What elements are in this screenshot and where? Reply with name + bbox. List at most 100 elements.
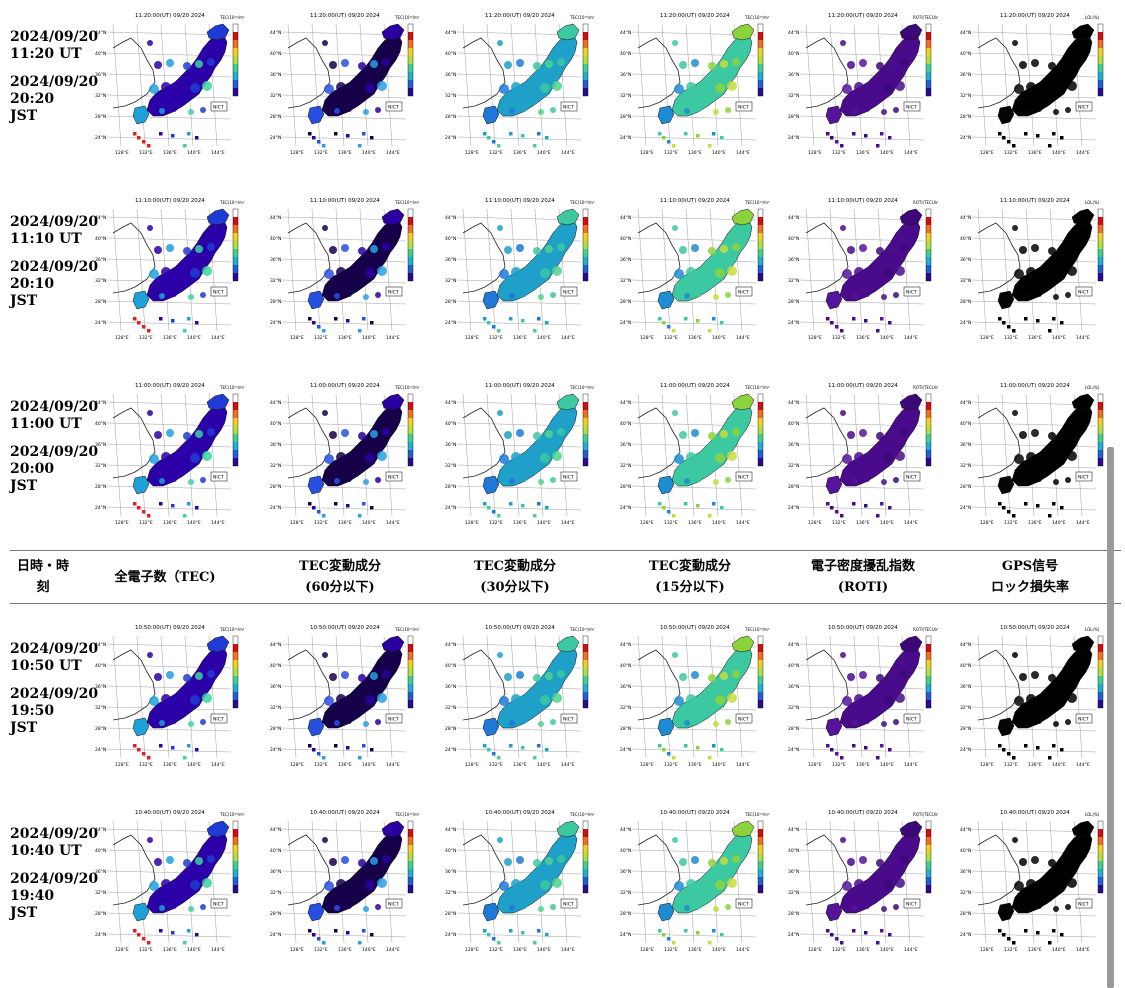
lat-label: 32°N xyxy=(960,705,971,711)
lat-label: 24°N xyxy=(960,747,971,753)
lat-label: 28°N xyxy=(445,911,456,917)
lat-label: 32°N xyxy=(788,278,799,284)
map-panel-d60: 11:20:00(UT) 09/20 2024 44°N 40°N 36°N 32°N 2… xyxy=(270,8,420,158)
lon-label: 132°E xyxy=(139,762,153,768)
lon-label: 132°E xyxy=(314,335,328,341)
lon-label: 140°E xyxy=(712,762,726,768)
header-datetime-line2: 刻 xyxy=(36,580,50,595)
lon-label: 128°E xyxy=(640,150,654,156)
map-panel-d60: 10:40:00(UT) 09/20 2024 44°N 40°N 36°N 32°N 2… xyxy=(270,805,420,955)
colorbar-title: LOL(%) xyxy=(1085,385,1100,390)
lat-label: 28°N xyxy=(620,484,631,490)
lat-label: 28°N xyxy=(788,114,799,120)
map-svg: 11:20:00(UT) 09/20 2024 44°N 40°N 36°N 32°N 2… xyxy=(445,13,595,156)
lon-label: 140°E xyxy=(712,335,726,341)
japan-coverage xyxy=(1011,403,1093,487)
header-col-d15: TEC変動成分 (15分以下) xyxy=(620,556,760,598)
nict-logo: NICT xyxy=(388,290,399,296)
lon-label: 128°E xyxy=(640,335,654,341)
lon-label: 128°E xyxy=(640,520,654,526)
lon-label: 140°E xyxy=(880,150,894,156)
japan-coverage xyxy=(839,830,921,914)
lat-label: 32°N xyxy=(445,705,456,711)
map-timestamp: 11:20:00(UT) 09/20 2024 xyxy=(1000,13,1070,19)
lat-label: 36°N xyxy=(95,684,106,690)
lon-label: 144°E xyxy=(904,947,918,953)
map-panel-d15: 11:10:00(UT) 09/20 2024 44°N 40°N 36°N 32°N 2… xyxy=(620,193,770,343)
nict-logo: NICT xyxy=(213,290,224,296)
lat-label: 36°N xyxy=(445,684,456,690)
scrollbar[interactable] xyxy=(1107,447,1114,988)
japan-coverage xyxy=(146,218,228,302)
lat-label: 44°N xyxy=(270,215,281,221)
map-panel-lol: 11:20:00(UT) 09/20 2024 44°N 40°N 36°N 32°N 2… xyxy=(960,8,1110,158)
lat-label: 32°N xyxy=(445,463,456,469)
lat-label: 28°N xyxy=(960,299,971,305)
lon-label: 140°E xyxy=(712,150,726,156)
lat-label: 28°N xyxy=(270,299,281,305)
lat-label: 24°N xyxy=(270,747,281,753)
lat-label: 32°N xyxy=(620,705,631,711)
nict-logo: NICT xyxy=(906,902,917,908)
map-svg: 11:20:00(UT) 09/20 2024 44°N 40°N 36°N 32°N 2… xyxy=(620,13,770,156)
map-timestamp: 11:10:00(UT) 09/20 2024 xyxy=(485,198,555,204)
header-col-line2: (30分以下) xyxy=(480,580,550,595)
lon-label: 132°E xyxy=(314,150,328,156)
header-col-line2: ロック損失率 xyxy=(990,580,1069,595)
lon-label: 132°E xyxy=(664,762,678,768)
lon-label: 136°E xyxy=(163,150,177,156)
lat-label: 40°N xyxy=(445,236,456,242)
nict-logo: NICT xyxy=(1078,717,1089,723)
lon-label: 144°E xyxy=(386,150,400,156)
header-col-roti: 電子密度擾乱指数 (ROTI) xyxy=(788,556,938,598)
ut-date: 2024/09/20 xyxy=(10,29,99,45)
map-timestamp: 11:20:00(UT) 09/20 2024 xyxy=(660,13,730,19)
lat-label: 40°N xyxy=(95,236,106,242)
lon-label: 140°E xyxy=(880,335,894,341)
lat-label: 40°N xyxy=(620,663,631,669)
lon-label: 140°E xyxy=(362,335,376,341)
lon-label: 132°E xyxy=(832,150,846,156)
lat-label: 32°N xyxy=(788,93,799,99)
lon-label: 132°E xyxy=(664,947,678,953)
lat-label: 36°N xyxy=(445,869,456,875)
lon-label: 128°E xyxy=(115,762,129,768)
lat-label: 40°N xyxy=(270,421,281,427)
lat-label: 24°N xyxy=(788,320,799,326)
japan-coverage xyxy=(671,403,753,487)
lat-label: 40°N xyxy=(95,663,106,669)
lon-label: 140°E xyxy=(362,762,376,768)
lat-label: 28°N xyxy=(95,726,106,732)
lat-label: 44°N xyxy=(960,827,971,833)
lon-label: 140°E xyxy=(880,762,894,768)
lat-label: 40°N xyxy=(960,663,971,669)
jst-label: JST xyxy=(10,720,38,736)
lat-label: 24°N xyxy=(788,505,799,511)
lat-label: 32°N xyxy=(960,463,971,469)
lon-label: 144°E xyxy=(736,762,750,768)
lat-label: 32°N xyxy=(270,93,281,99)
lon-label: 136°E xyxy=(338,150,352,156)
lat-label: 36°N xyxy=(95,442,106,448)
lon-label: 140°E xyxy=(880,520,894,526)
lat-label: 44°N xyxy=(788,30,799,36)
lat-label: 28°N xyxy=(788,484,799,490)
lon-label: 136°E xyxy=(338,762,352,768)
lon-label: 140°E xyxy=(1052,150,1066,156)
map-svg: 11:00:00(UT) 09/20 2024 44°N 40°N 36°N 32°N 2… xyxy=(270,383,420,526)
map-panel-tec: 10:40:00(UT) 09/20 2024 44°N 40°N 36°N 32°N 2… xyxy=(95,805,245,955)
lat-label: 44°N xyxy=(95,827,106,833)
lon-label: 140°E xyxy=(712,520,726,526)
map-panel-tec: 11:10:00(UT) 09/20 2024 44°N 40°N 36°N 32°N 2… xyxy=(95,193,245,343)
colorbar-title: TEC(10¹⁶/m²) xyxy=(394,627,420,632)
map-svg: 10:40:00(UT) 09/20 2024 44°N 40°N 36°N 32°N 2… xyxy=(620,810,770,953)
lon-label: 140°E xyxy=(187,947,201,953)
lon-label: 128°E xyxy=(640,762,654,768)
lat-label: 24°N xyxy=(788,932,799,938)
lat-label: 36°N xyxy=(960,72,971,78)
ut-date: 2024/09/20 xyxy=(10,214,99,230)
lat-label: 36°N xyxy=(620,442,631,448)
lat-label: 24°N xyxy=(270,505,281,511)
lon-label: 140°E xyxy=(1052,762,1066,768)
header-col-d60: TEC変動成分 (60分以下) xyxy=(270,556,410,598)
